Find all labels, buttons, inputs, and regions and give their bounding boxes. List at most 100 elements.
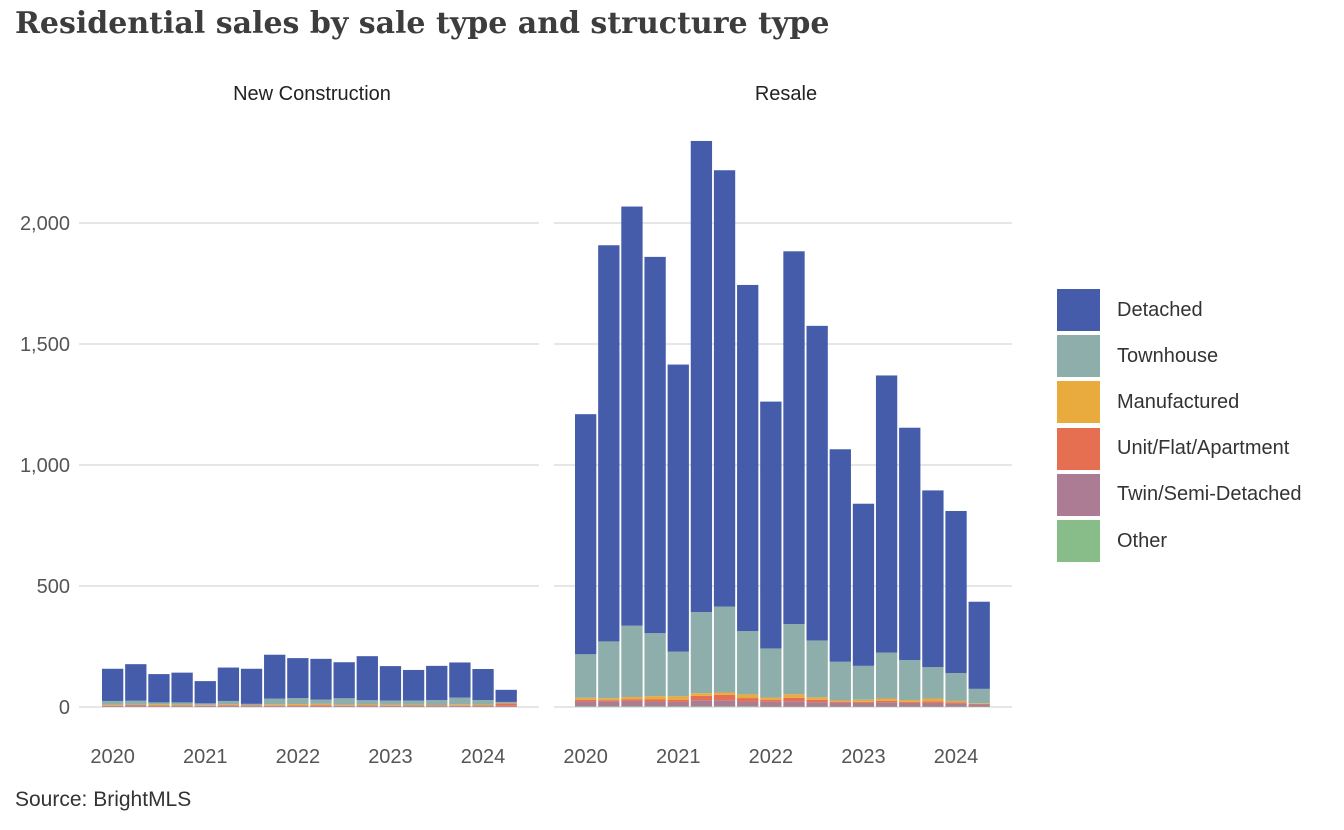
legend-item: Manufactured	[1057, 379, 1302, 425]
x-tick-label: 2020	[563, 746, 608, 768]
bar-segment	[644, 701, 666, 707]
bar-segment	[449, 704, 471, 706]
bar-segment	[713, 694, 736, 701]
bar-segment	[217, 705, 240, 706]
facet-title: Resale	[755, 83, 817, 105]
legend-item: Townhouse	[1057, 333, 1302, 379]
bar-segment	[426, 706, 448, 707]
bar-segment	[621, 697, 643, 700]
legend-swatch	[1057, 427, 1100, 470]
bar-segment	[264, 654, 286, 699]
bar-segment	[240, 668, 263, 704]
bar-segment	[333, 704, 355, 706]
bar-segment	[621, 700, 643, 707]
bar-segment	[356, 704, 378, 706]
bar-segment	[875, 702, 898, 707]
bar-segment	[379, 700, 402, 705]
bar-segment	[829, 702, 851, 707]
legend-item: Unit/Flat/Apartment	[1057, 426, 1302, 472]
bar-segment	[575, 699, 597, 702]
bar-segment	[575, 697, 597, 700]
bar-segment	[472, 669, 494, 700]
bar-segment	[310, 658, 332, 700]
bar-segment	[621, 206, 643, 626]
bar-segment	[875, 698, 898, 701]
bar-segment	[690, 706, 713, 707]
bar-segment	[575, 414, 597, 655]
bar-segment	[148, 674, 170, 703]
y-tick-label: 500	[37, 576, 70, 598]
x-tick-label: 2024	[461, 746, 506, 768]
x-tick-label: 2020	[90, 746, 135, 768]
bar-segment	[310, 705, 332, 707]
bar-segment	[760, 648, 782, 698]
bar-segment	[760, 701, 782, 707]
bar-segment	[945, 700, 967, 703]
bar-segment	[194, 681, 216, 704]
bar-segment	[945, 673, 967, 701]
bar-segment	[333, 698, 355, 705]
bar-segment	[598, 700, 620, 702]
bar-segment	[760, 697, 782, 700]
bar-segment	[644, 706, 666, 707]
bar-segment	[333, 705, 355, 707]
bar-segment	[356, 700, 378, 705]
x-tick-label: 2021	[656, 746, 701, 768]
bar-segment	[449, 697, 471, 705]
bar-segment	[852, 702, 875, 707]
legend-item: Twin/Semi-Detached	[1057, 472, 1302, 518]
bar-segment	[240, 706, 263, 707]
bar-segment	[356, 656, 378, 701]
bar-segment	[102, 705, 124, 707]
bar-segment	[125, 705, 147, 707]
legend-label: Manufactured	[1117, 390, 1240, 413]
bar-segment	[713, 700, 736, 707]
bar-segment	[449, 705, 471, 707]
bar-segment	[472, 706, 494, 707]
bar-segment	[737, 706, 759, 707]
facet-title: New Construction	[233, 83, 391, 105]
bar-segment	[287, 706, 309, 707]
bar-segment	[575, 701, 597, 707]
bar-segment	[621, 699, 643, 701]
bar-segment	[644, 699, 666, 702]
legend-item: Detached	[1057, 287, 1302, 333]
bar-segment	[899, 699, 921, 702]
source-note: Source: BrightMLS	[15, 788, 192, 811]
bar-segment	[287, 658, 309, 699]
bar-segment	[829, 701, 851, 703]
x-tick-label: 2021	[183, 746, 228, 768]
bar-segment	[690, 612, 713, 694]
bar-segment	[806, 640, 828, 698]
bar-segment	[922, 701, 944, 703]
bar-segment	[922, 667, 944, 699]
bar-segment	[644, 696, 666, 700]
bar-segment	[968, 688, 990, 704]
bar-segment	[922, 490, 944, 668]
bar-segment	[310, 705, 332, 706]
bar-segment	[287, 698, 309, 705]
y-tick-label: 1,000	[20, 455, 70, 477]
chart-legend: Detached Townhouse Manufactured Unit/Flat/A…	[1057, 287, 1302, 564]
bar-segment	[575, 654, 597, 698]
bar-segment	[852, 701, 875, 703]
bar-segment	[667, 699, 689, 702]
bar-segment	[125, 664, 147, 701]
bar-segment	[852, 665, 875, 700]
y-tick-label: 1,500	[20, 334, 70, 356]
bar-segment	[713, 606, 736, 693]
legend-label: Townhouse	[1117, 344, 1219, 367]
bar-segment	[806, 702, 828, 707]
bar-segment	[287, 704, 309, 706]
bar-segment	[379, 704, 402, 706]
bar-segment	[217, 700, 240, 705]
bar-segment	[945, 702, 967, 704]
bar-segment	[472, 705, 494, 707]
bar-segment	[171, 706, 193, 707]
bar-segment	[333, 662, 355, 699]
bar-segment	[621, 625, 643, 698]
bar-segment	[495, 689, 517, 702]
bar-segment	[379, 705, 402, 707]
bar-segment	[495, 703, 517, 706]
bar-segment	[264, 698, 286, 705]
